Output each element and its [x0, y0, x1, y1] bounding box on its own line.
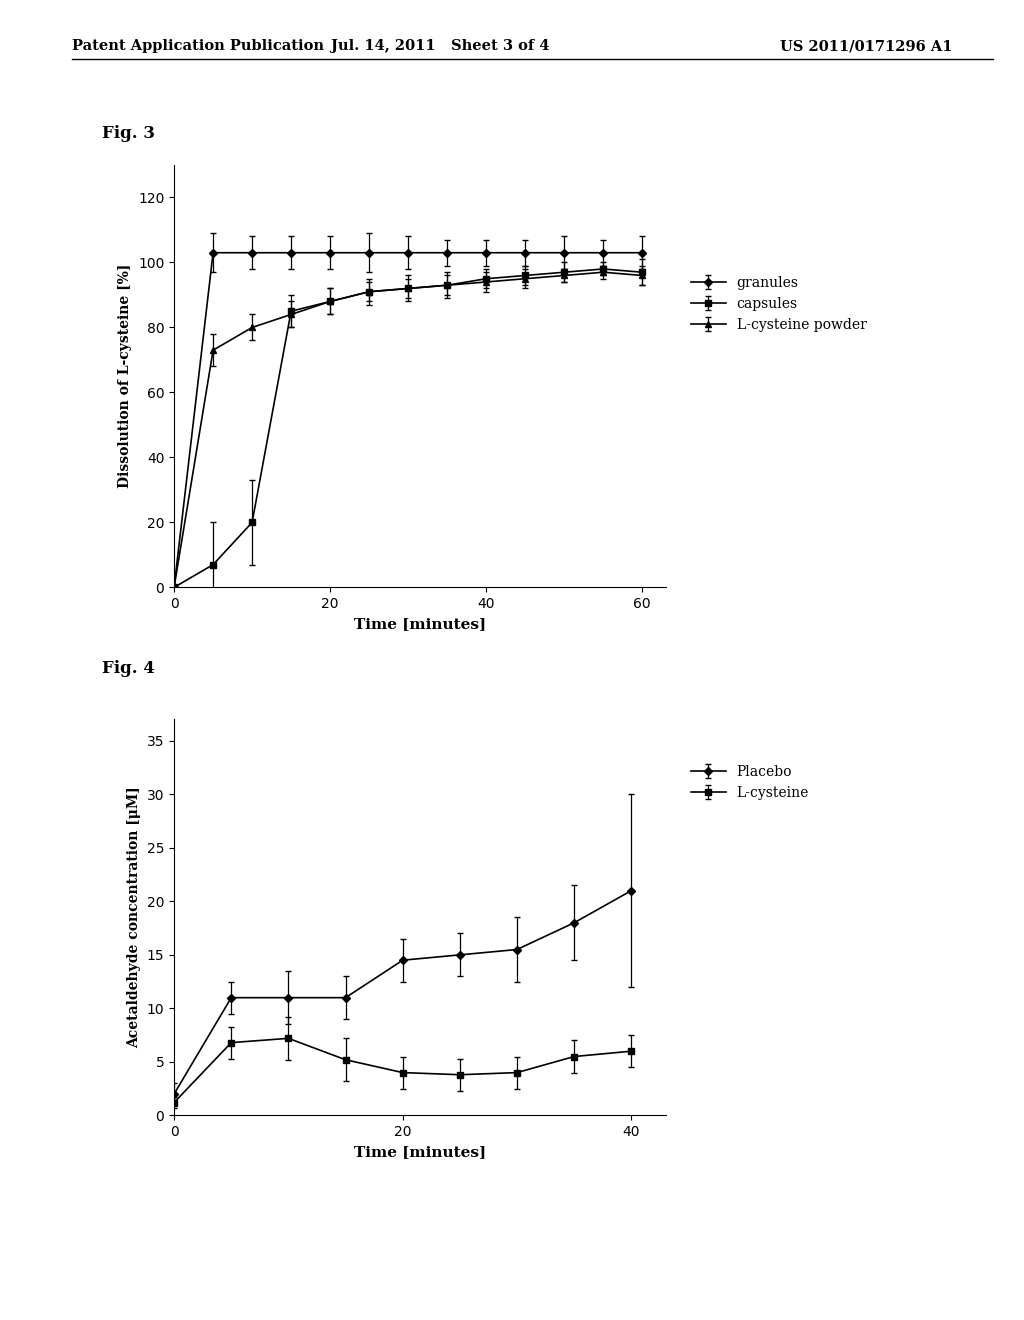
- Y-axis label: Acetaldehyde concentration [μM]: Acetaldehyde concentration [μM]: [127, 787, 141, 1048]
- Legend: granules, capsules, L-cysteine powder: granules, capsules, L-cysteine powder: [685, 271, 872, 338]
- Text: US 2011/0171296 A1: US 2011/0171296 A1: [780, 40, 952, 53]
- Text: Fig. 3: Fig. 3: [102, 125, 156, 143]
- Text: Patent Application Publication: Patent Application Publication: [72, 40, 324, 53]
- Text: Jul. 14, 2011   Sheet 3 of 4: Jul. 14, 2011 Sheet 3 of 4: [331, 40, 550, 53]
- X-axis label: Time [minutes]: Time [minutes]: [353, 1144, 486, 1159]
- Y-axis label: Dissolution of L-cysteine [%]: Dissolution of L-cysteine [%]: [119, 264, 132, 488]
- Text: Fig. 4: Fig. 4: [102, 660, 156, 677]
- X-axis label: Time [minutes]: Time [minutes]: [353, 616, 486, 631]
- Legend: Placebo, L-cysteine: Placebo, L-cysteine: [685, 759, 814, 805]
